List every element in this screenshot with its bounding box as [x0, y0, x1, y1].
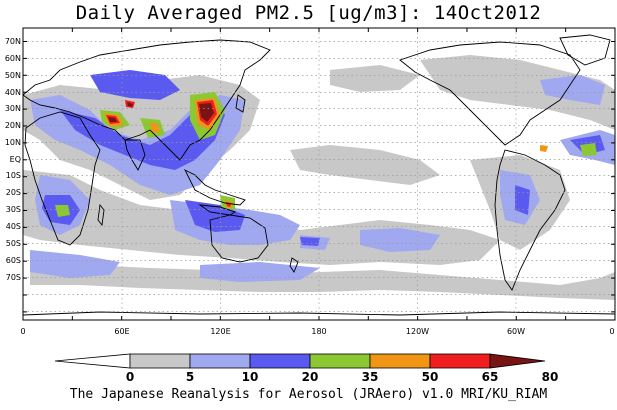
colorbar-segment: [489, 353, 546, 369]
lat-labels: 70N 60N 50N 40N 30N 20N 10N EQ 10S 20S 3…: [5, 37, 21, 282]
lat-label: 30S: [6, 205, 21, 214]
lon-label: 120E: [210, 327, 230, 336]
coastlines: [23, 34, 615, 316]
lat-label: 60N: [5, 54, 21, 63]
colorbar: 0 5 10 20 35 50 65 80: [54, 353, 559, 384]
lon-labels: 0 60E 120E 180 120W 60W 0: [20, 327, 614, 336]
colorbar-label: 80: [542, 370, 559, 384]
colorbar-label: 10: [242, 370, 259, 384]
lat-label: 20N: [5, 121, 21, 130]
lon-label: 0: [20, 327, 25, 336]
lat-label: 60S: [6, 256, 21, 265]
colorbar-segment: [429, 353, 491, 369]
gridlines: [23, 28, 615, 320]
colorbar-label: 20: [302, 370, 319, 384]
lon-label: 60E: [114, 327, 129, 336]
colorbar-segment: [54, 353, 131, 369]
lat-label: 40N: [5, 88, 21, 97]
lat-label: 10N: [5, 138, 21, 147]
colorbar-segment: [189, 353, 251, 369]
map-title: Daily Averaged PM2.5 [ug/m3]: 14Oct2012: [75, 2, 542, 24]
lon-label: 0: [609, 327, 614, 336]
lat-label: 30N: [5, 104, 21, 113]
lon-label: 180: [311, 327, 326, 336]
lat-label: EQ: [10, 155, 21, 164]
axis-ticks: [22, 28, 616, 320]
lat-label: 20S: [6, 188, 21, 197]
colorbar-segment: [129, 353, 191, 369]
colorbar-segment: [309, 353, 371, 369]
colorbar-label: 65: [482, 370, 499, 384]
lat-label: 50N: [5, 71, 21, 80]
lon-label: 120W: [406, 327, 429, 336]
colorbar-label: 50: [422, 370, 439, 384]
lon-label: 60W: [507, 327, 525, 336]
lat-label: 50S: [6, 239, 21, 248]
lat-label: 40S: [6, 222, 21, 231]
footer-credit: The Japanese Reanalysis for Aerosol (JRA…: [69, 387, 548, 402]
lat-label: 70S: [6, 273, 21, 282]
lat-label: 10S: [6, 171, 21, 180]
colorbar-label: 35: [362, 370, 379, 384]
colorbar-label: 0: [126, 370, 134, 384]
colorbar-label: 5: [186, 370, 194, 384]
lat-label: 70N: [5, 37, 21, 46]
colorbar-segment: [369, 353, 431, 369]
colorbar-segment: [249, 353, 311, 369]
